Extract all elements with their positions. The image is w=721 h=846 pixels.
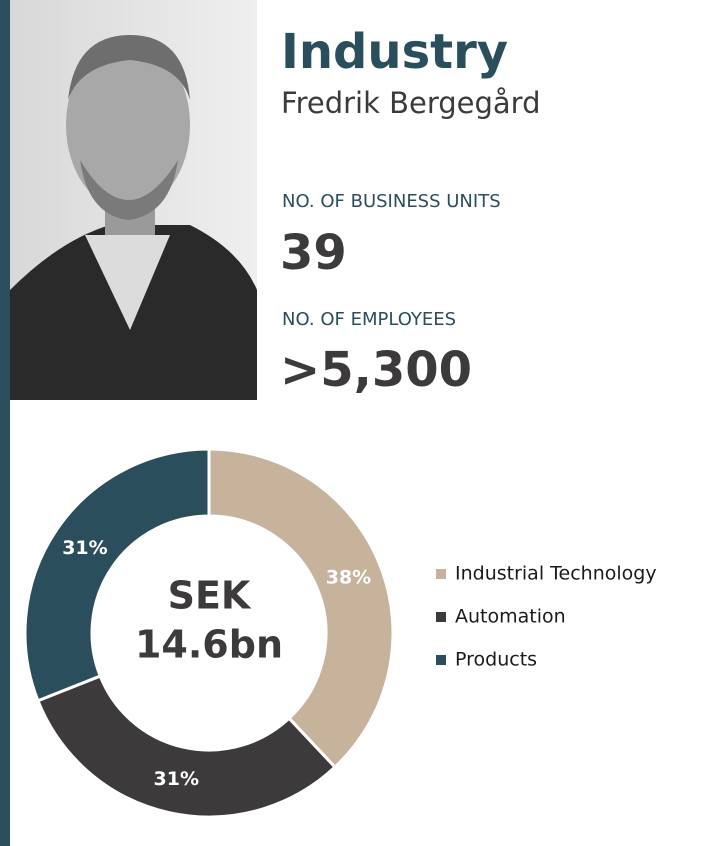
legend-label: Industrial Technology bbox=[455, 563, 657, 585]
legend-label: Automation bbox=[455, 606, 566, 628]
stat-value: 39 bbox=[280, 225, 347, 281]
value-label: 31% bbox=[154, 768, 199, 790]
legend-swatch bbox=[436, 612, 446, 622]
legend-swatch bbox=[436, 569, 446, 579]
value-label: 38% bbox=[326, 566, 371, 588]
donut-segment bbox=[38, 676, 335, 817]
title: Industry bbox=[281, 24, 508, 80]
center-label: 14.6bn bbox=[135, 623, 283, 667]
stat-value: >5,300 bbox=[280, 342, 472, 398]
side-bar bbox=[0, 0, 10, 846]
legend-swatch bbox=[436, 655, 446, 665]
page: Industry Fredrik Bergegård NO. OF BUSINE… bbox=[0, 0, 721, 846]
person-name: Fredrik Bergegård bbox=[281, 86, 541, 120]
infographic: Industry Fredrik Bergegård NO. OF BUSINE… bbox=[0, 0, 721, 846]
value-label: 31% bbox=[62, 537, 107, 559]
legend-label: Products bbox=[455, 649, 537, 671]
donut-chart: 38% Industrial Technology 31% Automation 31%… bbox=[25, 449, 657, 817]
portrait-photo bbox=[10, 0, 257, 400]
stat-label: NO. OF BUSINESS UNITS bbox=[282, 191, 501, 212]
stat-label: NO. OF EMPLOYEES bbox=[282, 309, 456, 330]
center-label: SEK bbox=[168, 574, 252, 618]
